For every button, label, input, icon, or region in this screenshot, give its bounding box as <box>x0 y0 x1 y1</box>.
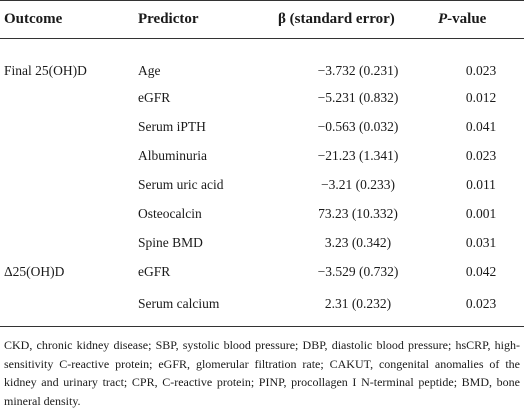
cell-beta: −3.21 (0.233) <box>321 176 395 192</box>
cell-predictor: Albuminuria <box>138 147 207 163</box>
header-beta: β (standard error) <box>278 0 438 39</box>
table-row: Osteocalcin 73.23 (10.332) 0.001 <box>0 199 524 228</box>
cell-outcome <box>0 141 138 170</box>
header-p-rest: -value <box>447 11 487 27</box>
cell-beta: −3.529 (0.732) <box>317 263 399 279</box>
cell-p-value: 0.023 <box>465 296 497 311</box>
cell-p-value: 0.023 <box>465 147 497 163</box>
cell-predictor: Serum iPTH <box>138 118 206 134</box>
cell-predictor: Serum uric acid <box>138 176 224 192</box>
header-predictor: Predictor <box>138 0 278 39</box>
cell-outcome <box>0 286 138 327</box>
cell-p-value: 0.041 <box>465 118 497 134</box>
table-row: Δ25(OH)D eGFR −3.529 (0.732) 0.042 <box>0 257 524 286</box>
cell-beta: −0.563 (0.032) <box>317 118 399 134</box>
cell-outcome: Final 25(OH)D <box>4 63 87 78</box>
cell-predictor: eGFR <box>138 89 171 105</box>
table-row: Spine BMD 3.23 (0.342) 0.031 <box>0 228 524 257</box>
cell-predictor: eGFR <box>138 263 171 279</box>
cell-outcome <box>0 112 138 141</box>
cell-outcome <box>0 199 138 228</box>
cell-predictor: Serum calcium <box>138 296 220 311</box>
cell-beta: 3.23 (0.342) <box>324 234 392 250</box>
cell-p-value: 0.011 <box>466 176 496 192</box>
cell-beta: 73.23 (10.332) <box>318 205 398 221</box>
header-p-value: P-value <box>438 0 524 39</box>
cell-outcome <box>0 170 138 199</box>
table-footnote: CKD, chronic kidney disease; SBP, systol… <box>4 338 520 408</box>
cell-predictor: Osteocalcin <box>138 205 202 221</box>
cell-p-value: 0.001 <box>465 205 497 221</box>
table-row: Final 25(OH)D Age −3.732 (0.231) 0.023 <box>0 39 524 84</box>
regression-table: Outcome Predictor β (standard error) P-v… <box>0 0 524 327</box>
header-outcome: Outcome <box>0 0 138 39</box>
cell-outcome <box>0 83 138 112</box>
cell-beta: −21.23 (1.341) <box>317 147 399 163</box>
table-row: Albuminuria −21.23 (1.341) 0.023 <box>0 141 524 170</box>
cell-p-value: 0.012 <box>465 89 497 105</box>
cell-beta: −3.732 (0.231) <box>317 63 399 78</box>
cell-beta: 2.31 (0.232) <box>324 296 392 311</box>
cell-predictor: Spine BMD <box>138 234 203 250</box>
table-row: Serum iPTH −0.563 (0.032) 0.041 <box>0 112 524 141</box>
cell-p-value: 0.031 <box>465 234 497 250</box>
cell-p-value: 0.042 <box>465 263 497 279</box>
table-header-row: Outcome Predictor β (standard error) P-v… <box>0 0 524 39</box>
cell-predictor: Age <box>138 63 161 78</box>
table-row: eGFR −5.231 (0.832) 0.012 <box>0 83 524 112</box>
cell-beta: −5.231 (0.832) <box>317 89 399 105</box>
cell-outcome <box>0 228 138 257</box>
cell-outcome: Δ25(OH)D <box>4 263 65 279</box>
table-row: Serum uric acid −3.21 (0.233) 0.011 <box>0 170 524 199</box>
header-p-italic: P <box>438 11 448 27</box>
table-row: Serum calcium 2.31 (0.232) 0.023 <box>0 286 524 327</box>
cell-p-value: 0.023 <box>465 63 497 78</box>
